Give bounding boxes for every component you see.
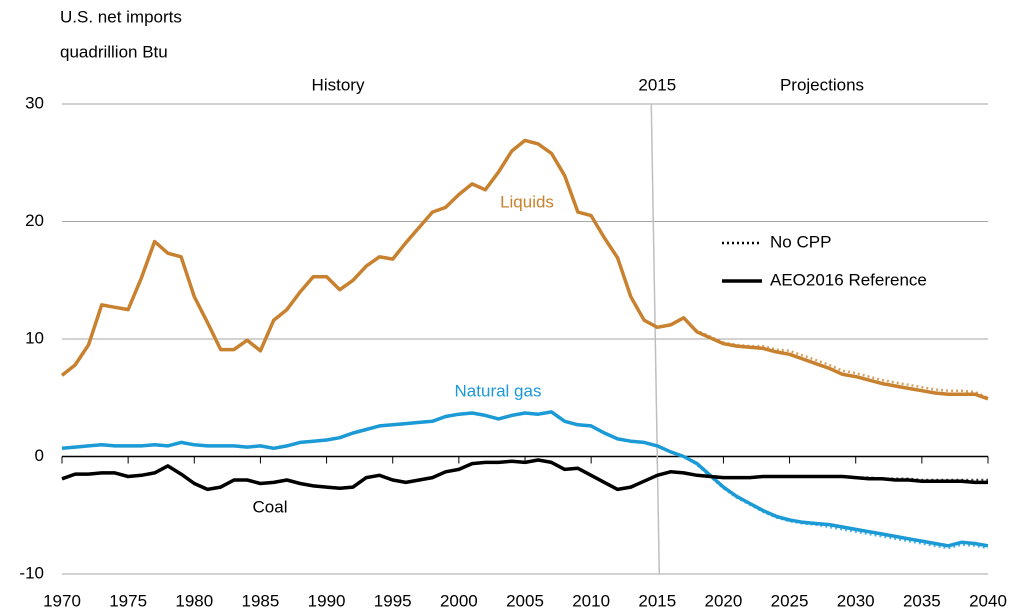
line-dotted [657,316,989,399]
chart-subtitle: quadrillion Btu [60,42,168,61]
y-tick-label: 0 [35,446,44,465]
x-tick-label: 2040 [969,591,1007,610]
divider-line [650,103,661,575]
divider-label: 2015 [638,75,676,94]
series-label: Liquids [500,192,554,211]
x-tick-label: 2035 [903,591,941,610]
line [60,138,989,401]
chart-title: U.S. net imports [60,7,182,26]
line [61,458,988,492]
x-tick-label: 2015 [638,591,676,610]
annotation: Projections [780,75,864,94]
line [61,410,989,548]
x-tick-label: 1985 [242,591,280,610]
line-dotted [656,470,988,482]
legend-label: AEO2016 Reference [770,270,927,289]
x-tick-label: 1990 [308,591,346,610]
series-label: Natural gas [455,381,542,400]
y-tick-label: 10 [25,328,44,347]
x-tick-label: 2030 [837,591,875,610]
line-dotted [656,444,989,550]
x-tick-label: 2020 [705,591,743,610]
x-tick-label: 1970 [43,591,81,610]
x-tick-label: 1995 [374,591,412,610]
y-tick-label: -10 [19,563,44,582]
x-tick-label: 1975 [109,591,147,610]
x-tick-label: 2010 [572,591,610,610]
y-tick-label: 30 [25,93,44,112]
x-tick-label: 2005 [506,591,544,610]
legend-label: No CPP [770,232,831,251]
x-tick-label: 2000 [440,591,478,610]
y-tick-label: 20 [25,211,44,230]
series-label: Coal [253,497,288,516]
annotation: History [312,75,365,94]
x-tick-label: 2025 [771,591,809,610]
x-tick-label: 1980 [175,591,213,610]
